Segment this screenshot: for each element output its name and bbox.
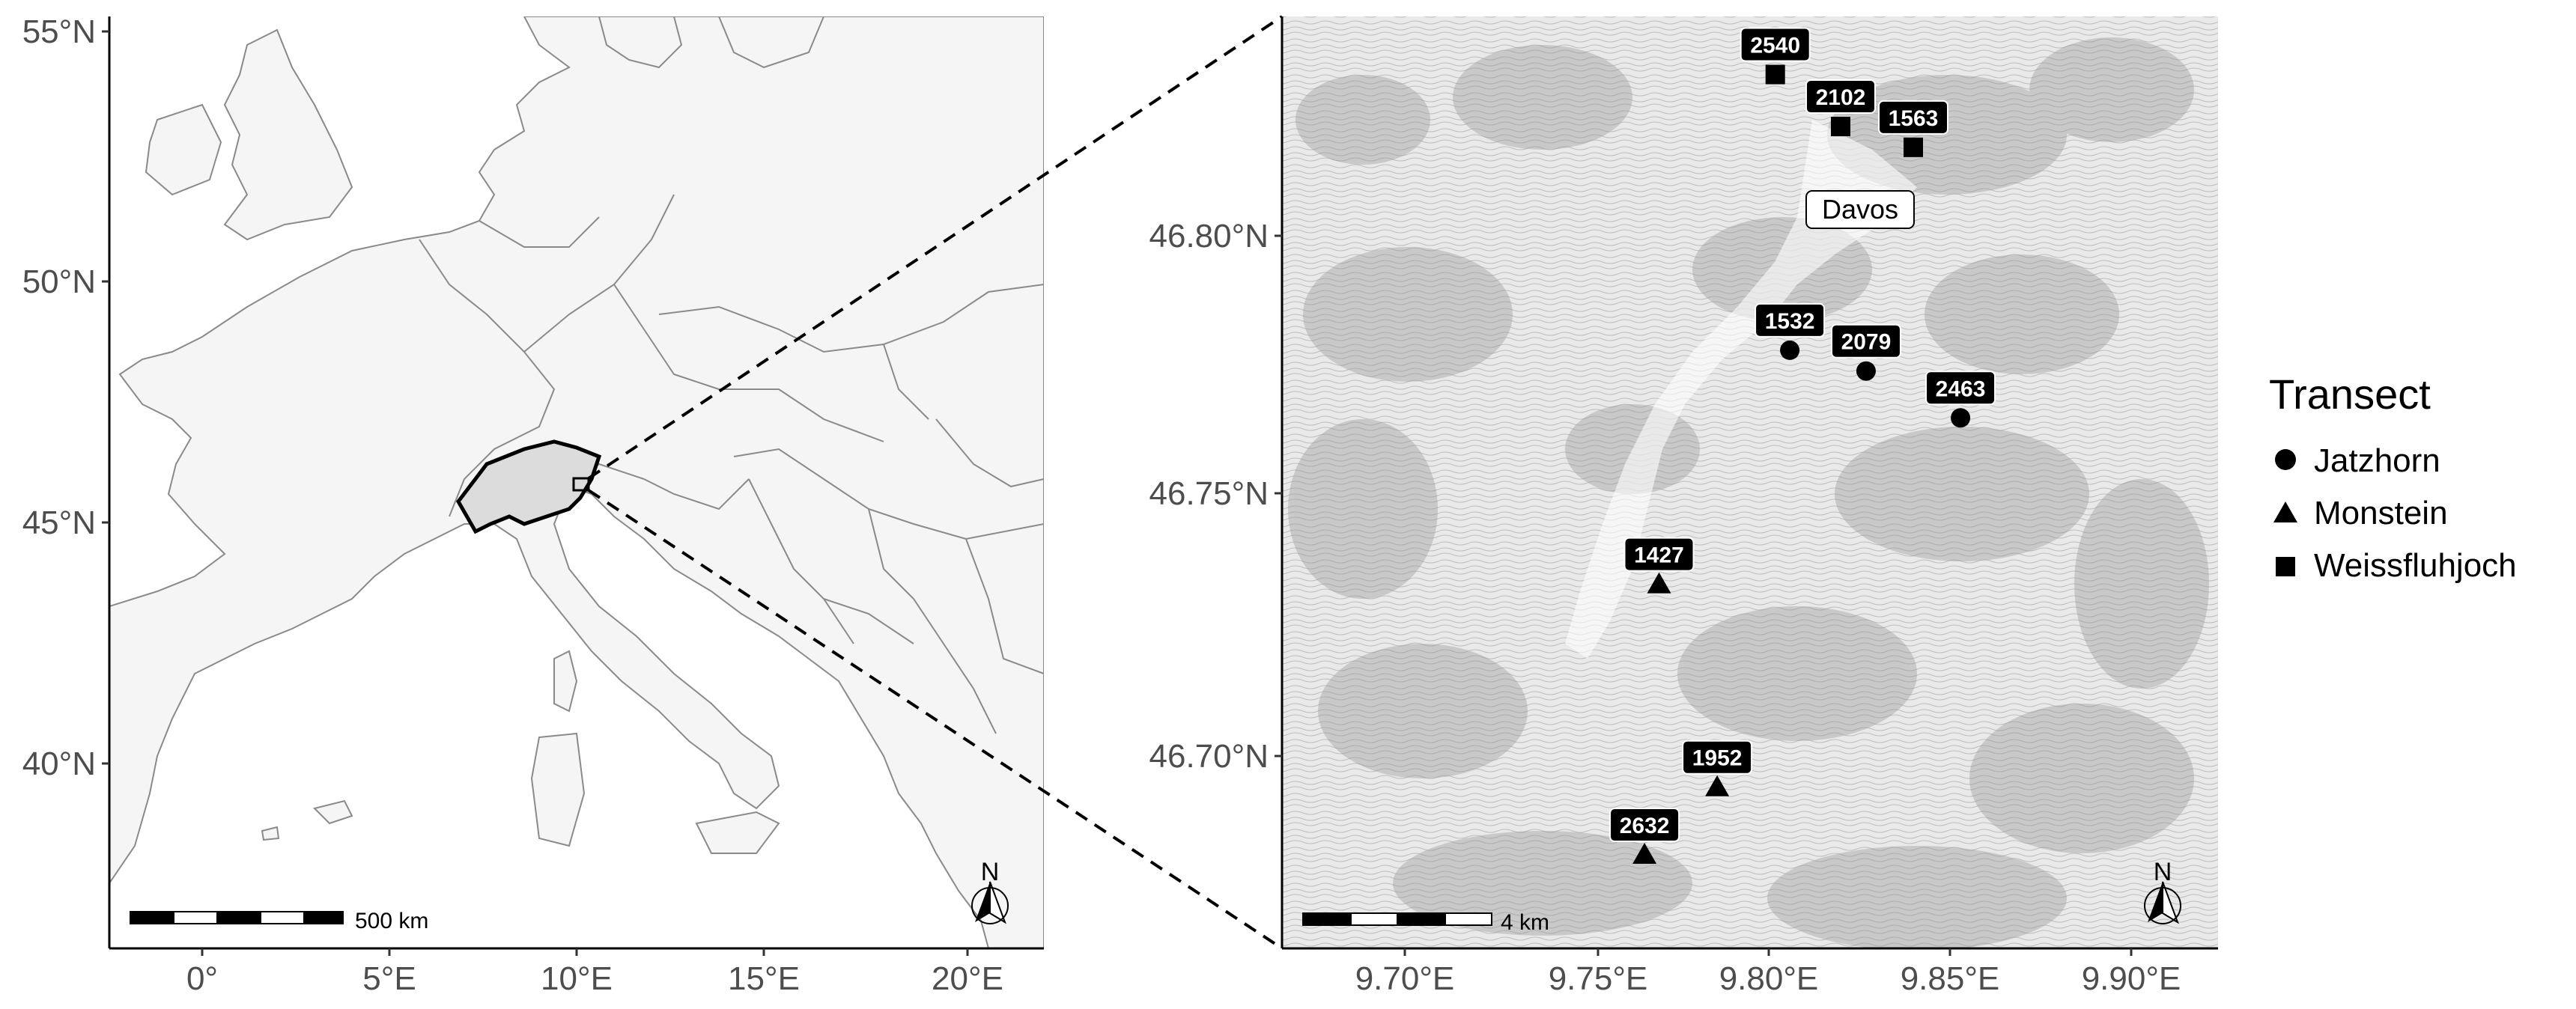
overview-lon-tick-label: 5°E (362, 960, 416, 997)
site-markers: 2540 2102 1563 1532 2079 2463 1427 1952 2632 (1609, 27, 1996, 865)
detail-lat-tick-label: 46.70°N (1149, 738, 1269, 775)
sardinia (530, 732, 586, 847)
legend-item-label: Weissfluhjoch (2314, 547, 2517, 584)
site-label-box (1623, 537, 1695, 572)
europe-land (109, 16, 1044, 948)
site-elevation-label: 2463 (1936, 377, 1986, 401)
corsica (553, 650, 578, 713)
site-label-box (1805, 79, 1876, 115)
site-marker-jatzhorn (1951, 408, 1971, 428)
overview-lon-tick-label: 20°E (932, 960, 1003, 997)
overview-lat-tick-label: 45°N (22, 504, 96, 541)
zoom-connector-lines (587, 15, 1284, 950)
site-marker-monstein (1705, 775, 1730, 796)
site-elevation-label: 1427 (1634, 543, 1684, 568)
site-elevation-label: 2540 (1750, 34, 1800, 58)
davos-label: Davos (1805, 190, 1915, 229)
site-elevation-label: 2632 (1620, 814, 1670, 838)
overview-north-arrow-icon: N (971, 858, 1009, 924)
detail-lat-tick-label: 46.75°N (1149, 475, 1269, 512)
svg-text:Davos: Davos (1822, 194, 1898, 225)
site-marker-monstein (1647, 572, 1671, 594)
detail-lon-tick-label: 9.70°E (1355, 960, 1455, 997)
overview-lat-tick-label: 40°N (22, 746, 96, 782)
site-label-box (1755, 302, 1826, 338)
overview-lat-ticks: 55°N 50°N 45°N 40°N (22, 13, 109, 782)
sicily (695, 811, 780, 854)
site-label-box (1609, 808, 1680, 843)
overview-lon-tick-label: 15°E (728, 960, 800, 997)
detail-map: 46.80°N 46.75°N 46.70°N 9.70°E 9.75°E 9.… (1149, 16, 2218, 997)
site-marker-jatzhorn (1856, 361, 1876, 381)
overview-lat-tick-label: 55°N (22, 13, 96, 50)
legend-square-icon (2276, 557, 2295, 576)
great-britain (223, 28, 353, 241)
detail-lon-tick-label: 9.85°E (1901, 960, 2000, 997)
site-label-box (1830, 323, 1901, 359)
detail-lon-ticks: 9.70°E 9.75°E 9.80°E 9.85°E 9.90°E (1355, 948, 2181, 997)
study-area-box (572, 477, 590, 492)
overview-scale-bar: 500 km (130, 909, 428, 933)
detail-lon-tick-label: 9.75°E (1549, 960, 1648, 997)
detail-north-arrow-icon: N (2144, 858, 2181, 924)
detail-lat-tick-label: 46.80°N (1149, 218, 1269, 254)
site-elevation-label: 1952 (1692, 746, 1743, 771)
switzerland-highlight (456, 439, 602, 534)
legend-title: Transect (2269, 371, 2431, 418)
detail-lon-tick-label: 9.90°E (2082, 960, 2181, 997)
overview-lat-tick-label: 50°N (22, 263, 96, 300)
svg-text:N: N (2154, 858, 2172, 886)
site-elevation-label: 2102 (1816, 85, 1866, 110)
scandinavia-east (717, 16, 825, 69)
site-marker-weissfluhjoch (1831, 117, 1850, 137)
site-marker-weissfluhjoch (1765, 64, 1785, 85)
legend: Transect Jatzhorn Monstein Weissfluhjoch (2269, 371, 2517, 584)
detail-scale-bar: 4 km (1302, 910, 1549, 935)
detail-lat-ticks: 46.80°N 46.75°N 46.70°N (1149, 218, 1282, 775)
site-label-box (1878, 100, 1948, 135)
balearic-islands (261, 799, 353, 841)
overview-scale-label: 500 km (355, 909, 428, 933)
legend-triangle-icon (2273, 502, 2297, 522)
overview-lon-tick-label: 0° (186, 960, 218, 997)
site-label-box (1682, 740, 1753, 775)
site-marker-jatzhorn (1780, 340, 1800, 360)
overview-lon-ticks: 0° 5°E 10°E 15°E 20°E (186, 948, 1003, 997)
contour-lines (1282, 16, 2218, 948)
site-elevation-label: 1532 (1765, 309, 1815, 334)
scandinavia (598, 16, 683, 69)
site-label-box (1925, 371, 1996, 406)
svg-text:N: N (981, 858, 1000, 886)
hillshade-shadows (1288, 37, 2209, 948)
ireland (145, 103, 222, 196)
detail-lon-tick-label: 9.80°E (1719, 960, 1819, 997)
legend-item-label: Monstein (2314, 495, 2448, 531)
overview-map: 55°N 50°N 45°N 40°N 0° 5°E 10°E 15°E 20°… (22, 13, 1044, 997)
site-elevation-label: 2079 (1841, 330, 1892, 355)
valley-floor (1565, 120, 1917, 659)
site-marker-weissfluhjoch (1904, 137, 1923, 157)
legend-circle-icon (2275, 449, 2296, 470)
detail-scale-label: 4 km (1501, 910, 1549, 935)
overview-lon-tick-label: 10°E (541, 960, 613, 997)
site-elevation-label: 1563 (1889, 106, 1939, 131)
country-borders (419, 194, 1044, 734)
site-label-box (1740, 27, 1811, 62)
site-marker-monstein (1632, 843, 1657, 865)
legend-item-label: Jatzhorn (2314, 442, 2440, 479)
